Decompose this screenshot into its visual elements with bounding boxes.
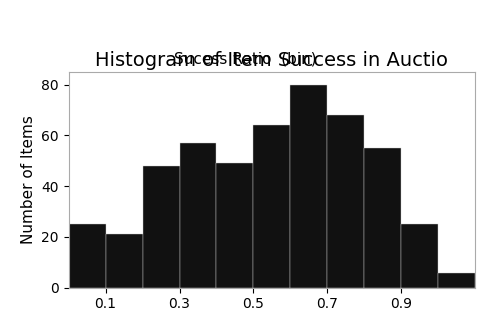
Bar <box>291 85 327 288</box>
Bar <box>439 272 475 288</box>
Bar <box>217 164 253 288</box>
Bar <box>401 224 439 288</box>
Bar <box>179 143 217 288</box>
Bar <box>143 166 179 288</box>
Bar <box>253 125 291 288</box>
Title: Histogram of Item Success in Auctio: Histogram of Item Success in Auctio <box>96 51 448 70</box>
Bar <box>69 224 105 288</box>
Bar <box>327 115 365 288</box>
Y-axis label: Number of Items: Number of Items <box>21 115 36 244</box>
Text: Sucess Ratio  (bin): Sucess Ratio (bin) <box>173 51 317 66</box>
Bar <box>105 234 143 288</box>
Bar <box>365 148 401 288</box>
